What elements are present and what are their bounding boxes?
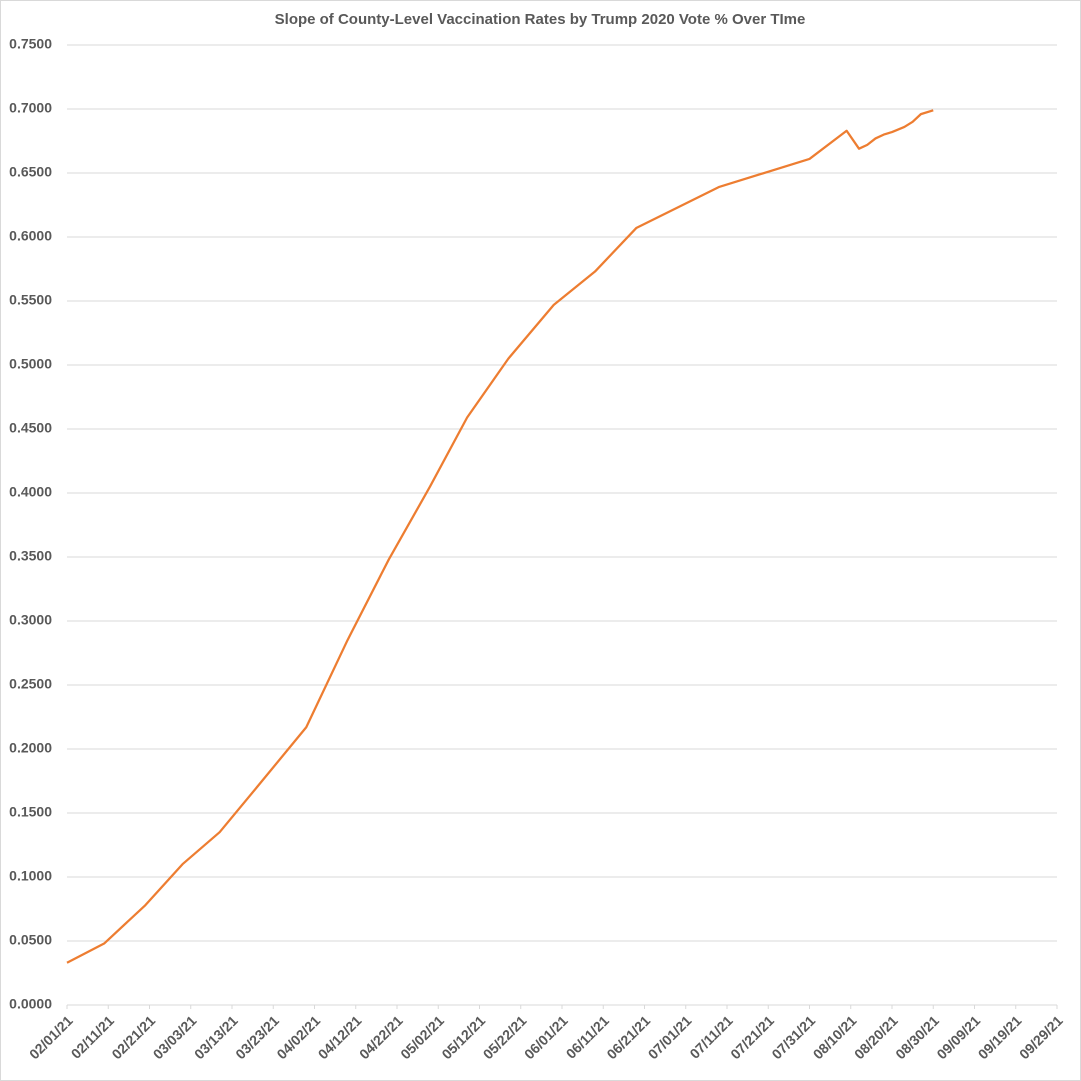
y-tick-label: 0.4500 — [9, 420, 52, 436]
series-line — [66, 109, 934, 964]
chart-title: Slope of County-Level Vaccination Rates … — [275, 11, 806, 28]
y-tick-label: 0.0500 — [9, 932, 52, 948]
y-tick-label: 0.0000 — [9, 996, 52, 1012]
y-tick-label: 0.2500 — [9, 676, 52, 692]
y-tick-label: 0.3000 — [9, 612, 52, 628]
y-tick-label: 0.2000 — [9, 740, 52, 756]
y-tick-label: 0.1000 — [9, 868, 52, 884]
y-tick-label: 0.5500 — [9, 292, 52, 308]
y-tick-label: 0.4000 — [9, 484, 52, 500]
y-tick-label: 0.7000 — [9, 100, 52, 116]
y-tick-label: 0.7500 — [9, 36, 52, 52]
y-tick-label: 0.5000 — [9, 356, 52, 372]
y-tick-label: 0.3500 — [9, 548, 52, 564]
y-tick-label: 0.1500 — [9, 804, 52, 820]
y-tick-label: 0.6500 — [9, 164, 52, 180]
y-tick-label: 0.6000 — [9, 228, 52, 244]
